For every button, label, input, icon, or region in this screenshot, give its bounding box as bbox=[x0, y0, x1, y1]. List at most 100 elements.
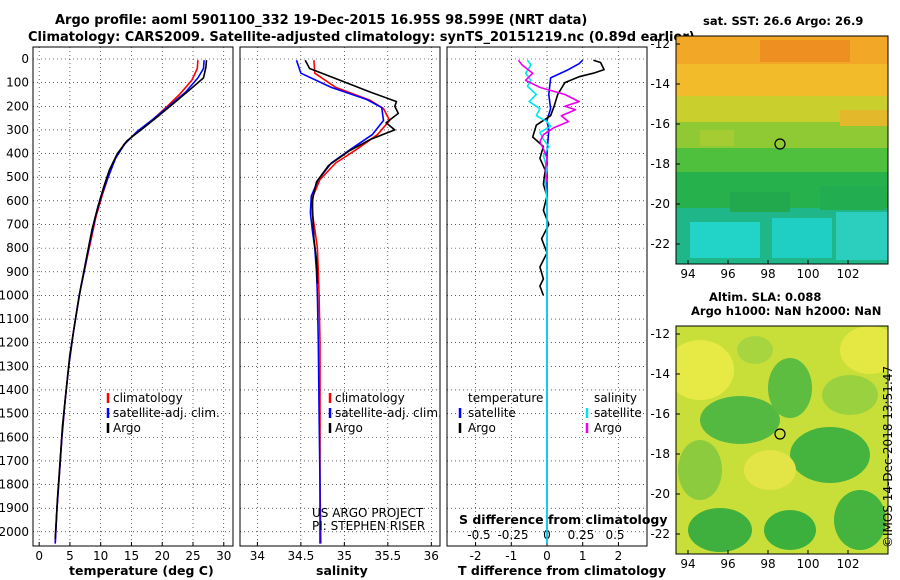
x-tick-label: 34.5 bbox=[288, 549, 315, 563]
salinity-legend: climatology satellite-adj. clim. Argo US… bbox=[312, 391, 442, 533]
depth-tick-label: 600 bbox=[6, 194, 29, 208]
depth-tick-label: 1700 bbox=[0, 454, 29, 468]
depth-tick-label: 2000 bbox=[0, 525, 29, 539]
depth-tick-label: 1100 bbox=[0, 312, 29, 326]
depth-tick-label: 1600 bbox=[0, 430, 29, 444]
depth-tick-label: 1200 bbox=[0, 336, 29, 350]
map-x-tick-label: 100 bbox=[797, 267, 820, 281]
sst-map-frame bbox=[675, 35, 889, 265]
sla-map-subtitle: Argo h1000: NaN h2000: NaN bbox=[691, 304, 881, 318]
map-x-tick-label: 98 bbox=[760, 557, 775, 571]
legend-t-satellite: satellite bbox=[468, 406, 516, 420]
series-line-satellite-adj-clim- bbox=[295, 59, 385, 544]
argo-float-marker-sst bbox=[774, 138, 786, 150]
x-tick-label-secondary: -0.5 bbox=[467, 528, 490, 542]
x-tick-label: -1 bbox=[505, 549, 517, 563]
sla-map-title: Altim. SLA: 0.088 bbox=[709, 290, 821, 304]
map-y-tick-label: -12 bbox=[650, 327, 670, 341]
map-axes: 94 96 98 100 102 -12 -14 -16 -18 -20 -22 94 96 98 100 1… bbox=[650, 37, 859, 571]
difference-secondary-x-axis: -0.5 -0.25 0 0.25 0.5 bbox=[467, 528, 624, 542]
depth-tick-label: 1000 bbox=[0, 288, 29, 302]
map-y-tick-label: -22 bbox=[650, 527, 670, 541]
depth-tick-label: 1500 bbox=[0, 407, 29, 421]
legend-argo: Argo bbox=[113, 421, 141, 435]
sst-map-field bbox=[676, 36, 888, 264]
x-tick-label: -2 bbox=[470, 549, 482, 563]
map-y-tick-label: -20 bbox=[650, 197, 670, 211]
depth-tick-label: 200 bbox=[6, 99, 29, 113]
x-tick-label: 10 bbox=[93, 549, 108, 563]
series-line-climatology bbox=[54, 60, 199, 544]
map-x-tick-label: 98 bbox=[760, 267, 775, 281]
difference-legend: temperature satellite Argo salinity sate… bbox=[458, 391, 642, 435]
map-y-tick-label: -22 bbox=[650, 237, 670, 251]
grid-lines bbox=[33, 47, 647, 546]
map-y-tick-label: -20 bbox=[650, 487, 670, 501]
difference-lines bbox=[517, 59, 605, 544]
temperature-axis-label: temperature (deg C) bbox=[69, 563, 214, 578]
salinity-x-axis: 34 34.5 35 35.5 36 bbox=[250, 542, 439, 563]
map-y-tick-label: -16 bbox=[650, 407, 670, 421]
temperature-legend: climatology satellite-adj. clim. Argo bbox=[106, 391, 220, 435]
temperature-lines bbox=[54, 60, 208, 544]
x-tick-label: 36 bbox=[424, 549, 439, 563]
depth-tick-label: 1900 bbox=[0, 501, 29, 515]
x-tick-label-secondary: 0.5 bbox=[605, 528, 624, 542]
depth-tick-label: 1800 bbox=[0, 478, 29, 492]
x-tick-label: 34 bbox=[250, 549, 265, 563]
series-line-t-argo bbox=[531, 59, 605, 296]
salinity-axis-label: salinity bbox=[316, 563, 368, 578]
series-line-s-satellite bbox=[524, 59, 552, 544]
depth-tick-label: 100 bbox=[6, 76, 29, 90]
salinity-panel-frame bbox=[239, 46, 441, 547]
series-line-satellite-adj-clim- bbox=[54, 60, 205, 544]
salinity-lines bbox=[295, 59, 400, 544]
pi-annotation: PI: STEPHEN RISER bbox=[312, 519, 425, 533]
depth-tick-label: 300 bbox=[6, 123, 29, 137]
x-tick-label: 0 bbox=[35, 549, 43, 563]
map-y-tick-label: -18 bbox=[650, 447, 670, 461]
x-tick-label: 20 bbox=[155, 549, 170, 563]
series-line-s-argo bbox=[517, 59, 580, 183]
map-x-tick-label: 96 bbox=[720, 557, 735, 571]
map-y-tick-label: -18 bbox=[650, 157, 670, 171]
legend-s-satellite: satellite bbox=[594, 406, 642, 420]
x-tick-label: 0 bbox=[543, 549, 551, 563]
temperature-x-axis: 0 5 10 15 20 25 30 bbox=[35, 542, 231, 563]
difference-axis-label: T difference from climatology bbox=[458, 563, 666, 578]
argo-float-marker-sla bbox=[774, 428, 786, 440]
map-x-tick-label: 94 bbox=[680, 267, 695, 281]
legend-satellite: satellite-adj. clim. bbox=[113, 406, 220, 420]
temperature-panel-frame bbox=[32, 46, 234, 547]
legend-title-temperature: temperature bbox=[468, 391, 543, 405]
map-y-tick-label: -12 bbox=[650, 37, 670, 51]
sla-map-field bbox=[676, 326, 888, 554]
depth-axis: 0 100 200 300 400 500 600 700 800 900 1000 1100 1200… bbox=[0, 52, 29, 539]
depth-tick-label: 500 bbox=[6, 170, 29, 184]
series-line-t-satellite bbox=[546, 59, 584, 544]
x-tick-label-secondary: -0.25 bbox=[497, 528, 528, 542]
x-tick-label: 15 bbox=[124, 549, 139, 563]
depth-tick-label: 900 bbox=[6, 265, 29, 279]
map-x-tick-label: 102 bbox=[837, 557, 860, 571]
map-x-tick-label: 100 bbox=[797, 557, 820, 571]
legend-climatology: climatology bbox=[113, 391, 183, 405]
map-y-tick-label: -14 bbox=[650, 77, 670, 91]
legend-s-argo: Argo bbox=[594, 421, 622, 435]
x-tick-label: 35.5 bbox=[374, 549, 401, 563]
map-y-tick-label: -16 bbox=[650, 117, 670, 131]
depth-tick-label: 400 bbox=[6, 147, 29, 161]
sst-map-title: sat. SST: 26.6 Argo: 26.9 bbox=[703, 14, 863, 28]
legend-argo: Argo bbox=[335, 421, 363, 435]
depth-tick-label: 800 bbox=[6, 241, 29, 255]
imos-timestamp: ©IMOS 14-Dec-2018 13:51:47 bbox=[881, 366, 895, 548]
series-line-argo bbox=[304, 59, 400, 284]
legend-title-salinity: salinity bbox=[594, 391, 637, 405]
map-x-tick-label: 94 bbox=[680, 557, 695, 571]
x-tick-label: 2 bbox=[615, 549, 623, 563]
x-tick-label: 25 bbox=[185, 549, 200, 563]
difference-secondary-axis-label: S difference from climatology bbox=[459, 512, 668, 527]
map-x-tick-label: 102 bbox=[837, 267, 860, 281]
depth-tick-label: 0 bbox=[21, 52, 29, 66]
